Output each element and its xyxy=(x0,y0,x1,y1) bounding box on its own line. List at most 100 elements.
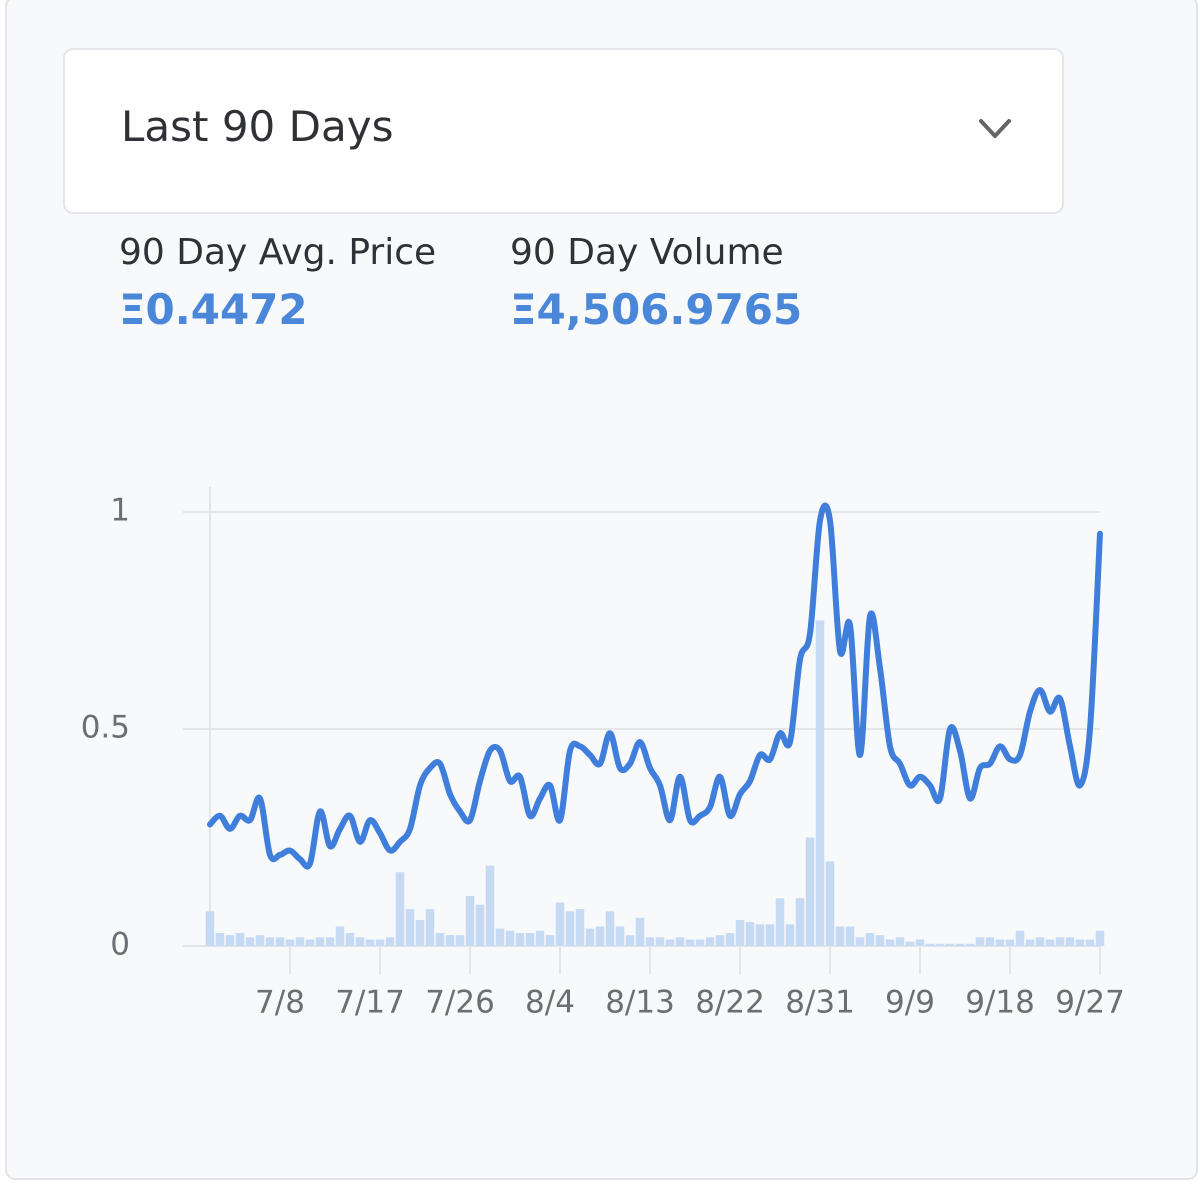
volume-bar xyxy=(915,939,925,946)
volume-bar xyxy=(595,926,605,946)
volume-bar xyxy=(625,935,635,946)
x-tick-label: 8/13 xyxy=(605,985,675,1021)
volume-bar xyxy=(555,902,565,946)
volume-bar xyxy=(565,911,575,946)
volume-bar xyxy=(405,909,415,946)
volume-bar xyxy=(1055,937,1065,946)
volume-bar xyxy=(935,943,945,946)
volume-bar xyxy=(865,932,875,946)
x-tick-label: 9/9 xyxy=(885,985,935,1021)
volume-bar xyxy=(835,926,845,946)
volume-bar xyxy=(1035,937,1045,946)
volume-bar xyxy=(255,935,265,946)
volume-bar xyxy=(775,898,785,946)
volume-bar xyxy=(805,837,815,946)
volume-bar xyxy=(605,911,615,946)
x-tick-label: 9/27 xyxy=(1055,985,1125,1021)
x-tick-label: 8/22 xyxy=(695,985,765,1021)
y-tick-label: 0 xyxy=(110,927,130,963)
volume-bar xyxy=(785,924,795,946)
volume-bar xyxy=(1075,939,1085,946)
volume-bar xyxy=(965,943,975,946)
volume-bar xyxy=(735,919,745,946)
volume-bar xyxy=(235,932,245,946)
stat: 90 Day Volume Ξ4,506.9765 xyxy=(510,232,802,334)
volume-bar xyxy=(1025,939,1035,946)
volume-bar xyxy=(1085,939,1095,946)
volume-bar xyxy=(635,917,645,946)
stat-label: 90 Day Volume xyxy=(510,232,784,273)
volume-bar xyxy=(705,937,715,946)
volume-bar xyxy=(1095,930,1105,946)
volume-bar xyxy=(315,937,325,946)
volume-bar xyxy=(815,620,825,946)
volume-bar xyxy=(515,932,525,946)
volume-bar xyxy=(345,932,355,946)
dropdown-selected: Last 90 Days xyxy=(121,102,394,151)
stat-label: 90 Day Avg. Price xyxy=(119,232,437,273)
volume-bar xyxy=(485,865,495,946)
volume-bar xyxy=(925,943,935,946)
volume-bar xyxy=(985,937,995,946)
volume-bar xyxy=(275,937,285,946)
volume-bar xyxy=(325,937,335,946)
volume-bar xyxy=(975,937,985,946)
x-tick-label: 8/4 xyxy=(525,985,575,1021)
volume-bar xyxy=(1005,939,1015,946)
volume-bar xyxy=(905,941,915,946)
volume-bar xyxy=(385,937,395,946)
volume-bar xyxy=(855,937,865,946)
volume-bar xyxy=(995,939,1005,946)
volume-bar xyxy=(265,937,275,946)
volume-bar xyxy=(755,924,765,946)
volume-bar xyxy=(425,909,435,946)
volume-bar xyxy=(875,935,885,946)
x-tick-label: 8/31 xyxy=(785,985,855,1021)
volume-bar xyxy=(545,935,555,946)
x-tick-label: 7/26 xyxy=(425,985,495,1021)
volume-bar xyxy=(335,926,345,946)
volume-bar xyxy=(215,932,225,946)
volume-bar xyxy=(525,932,535,946)
price-line xyxy=(207,502,1103,870)
volume-bar xyxy=(465,896,475,946)
chevron-icon xyxy=(979,119,1011,138)
volume-bar xyxy=(745,922,755,946)
volume-bar xyxy=(665,939,675,946)
volume-bar xyxy=(495,928,505,946)
volume-bar xyxy=(285,939,295,946)
volume-bar xyxy=(675,937,685,946)
volume-bar xyxy=(375,939,385,946)
volume-bar xyxy=(685,939,695,946)
volume-bar xyxy=(445,935,455,946)
volume-bar xyxy=(945,943,955,946)
volume-bar xyxy=(395,872,405,946)
volume-bar xyxy=(535,930,545,946)
volume-bar xyxy=(415,919,425,946)
volume-bar xyxy=(885,939,895,946)
period-dropdown[interactable]: Last 90 Days xyxy=(63,48,1064,214)
volume-bar xyxy=(225,935,235,946)
x-tick-label: 7/8 xyxy=(255,985,305,1021)
volume-bar xyxy=(845,926,855,946)
stat: 90 Day Avg. Price Ξ0.4472 xyxy=(119,232,436,334)
volume-bar xyxy=(585,928,595,946)
volume-bar xyxy=(895,937,905,946)
volume-bar xyxy=(825,861,835,946)
volume-bar xyxy=(295,937,305,946)
y-tick-label: 1 xyxy=(110,493,130,529)
volume-bar xyxy=(575,909,585,946)
y-tick-label: 0.5 xyxy=(81,710,130,746)
volume-bar xyxy=(435,932,445,946)
volume-bar xyxy=(505,930,515,946)
volume-bar xyxy=(365,939,375,946)
x-tick-label: 9/18 xyxy=(965,985,1035,1021)
volume-bar xyxy=(655,937,665,946)
volume-bar xyxy=(1065,937,1075,946)
x-tick-label: 7/17 xyxy=(335,985,405,1021)
volume-bar xyxy=(645,937,655,946)
volume-bar xyxy=(1045,939,1055,946)
volume-bar xyxy=(245,937,255,946)
